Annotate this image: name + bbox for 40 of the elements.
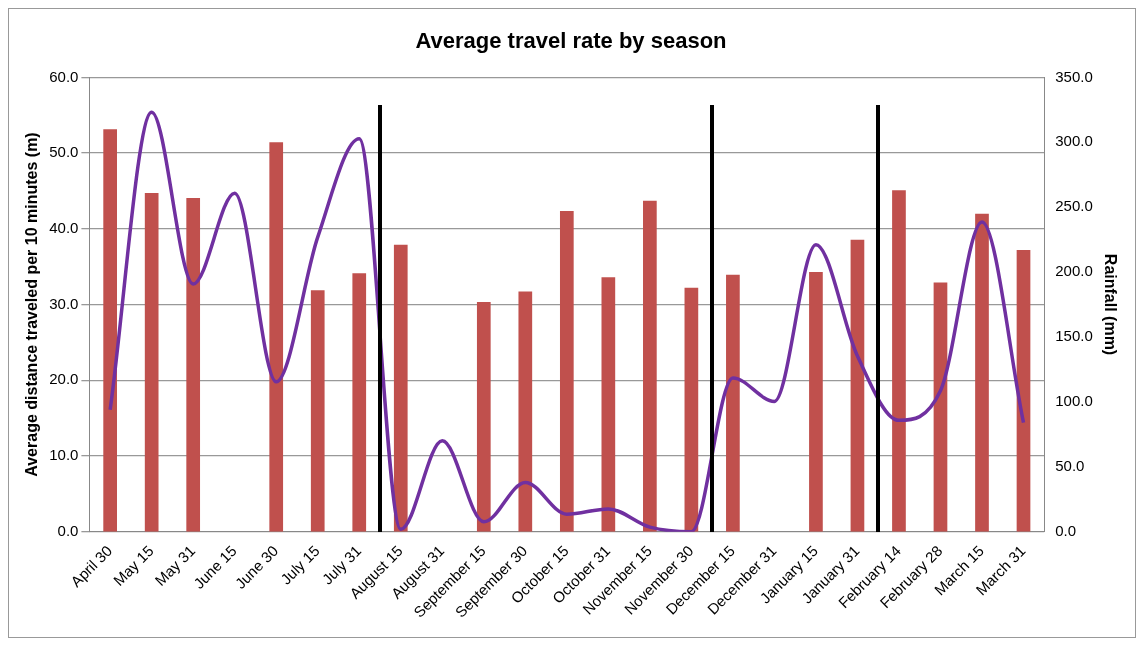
bar (643, 200, 657, 532)
y2-tick-label: 150.0 (1055, 327, 1093, 345)
bar (269, 142, 284, 532)
chart-title: Average travel rate by season (415, 28, 727, 54)
bar (809, 272, 823, 532)
bar (975, 213, 989, 532)
y2-tick-label: 0.0 (1055, 521, 1077, 539)
y-tick-label: 20.0 (49, 370, 79, 388)
y2-axis-title: Rainfall (mm) (1101, 253, 1119, 356)
y2-tick-label: 300.0 (1055, 132, 1093, 150)
line-series (108, 110, 1026, 532)
y-tick-label: 30.0 (49, 294, 79, 312)
y-tick-label: 0.0 (57, 521, 79, 539)
y-tick-label: 50.0 (49, 143, 79, 161)
y2-tick-label: 350.0 (1055, 67, 1093, 85)
bar (476, 301, 491, 532)
bar (393, 244, 408, 532)
bar (684, 287, 699, 532)
bar (310, 290, 325, 532)
y2-tick-label: 200.0 (1055, 262, 1093, 280)
y2-tick-label: 250.0 (1055, 197, 1093, 215)
bar (186, 198, 201, 532)
bar (601, 277, 616, 532)
bar (103, 129, 117, 532)
y2-tick-label: 50.0 (1055, 456, 1085, 474)
bar (1016, 250, 1031, 532)
x-tick-label: July 15 (277, 542, 323, 588)
bar (892, 190, 906, 532)
bar (559, 211, 574, 532)
y-tick-label: 40.0 (49, 218, 79, 236)
bar (352, 273, 367, 532)
bar (726, 274, 740, 532)
y-axis-title: Average distance traveled per 10 minutes (m) (23, 132, 41, 477)
bar (518, 291, 533, 532)
bar (933, 282, 948, 532)
bar (144, 192, 159, 532)
y-tick-label: 60.0 (49, 67, 79, 85)
y-tick-label: 10.0 (49, 446, 79, 464)
bar (850, 239, 865, 532)
y2-tick-label: 100.0 (1055, 392, 1093, 409)
